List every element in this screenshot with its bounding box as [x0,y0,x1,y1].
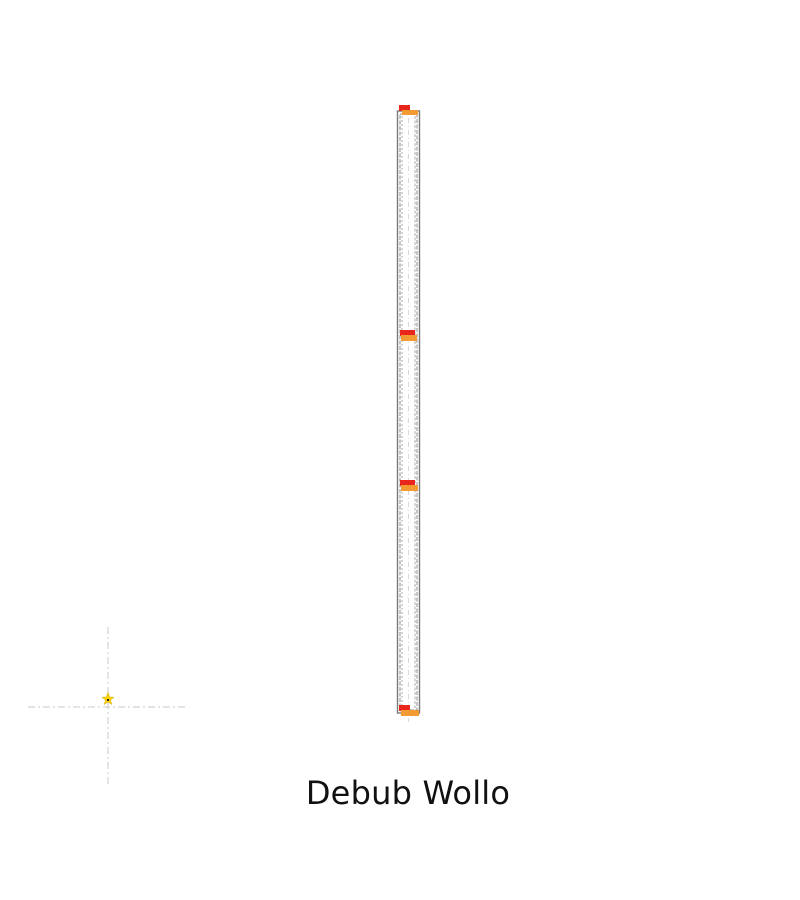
marker-top[interactable] [399,105,418,115]
marker-bottom[interactable] [399,705,419,716]
region-boundary [396,110,421,722]
star-icon [101,691,115,706]
star-dot [107,699,109,701]
map-title: Debub Wollo [305,774,511,812]
marker-upper-middle[interactable] [400,330,417,341]
locator-crosshair [28,627,188,787]
marker-lower-middle[interactable] [400,480,418,491]
